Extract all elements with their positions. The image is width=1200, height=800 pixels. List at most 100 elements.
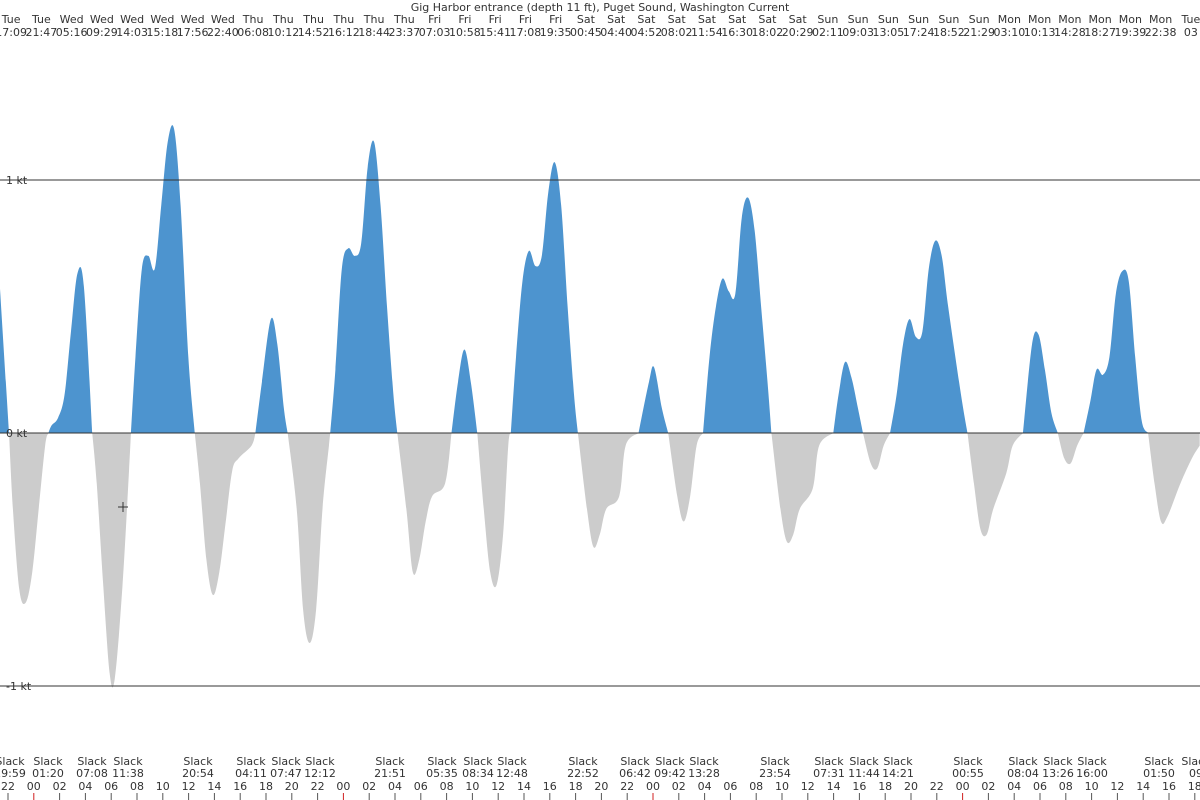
ebb-area [1057, 433, 1084, 465]
slack-label: Slack [1181, 755, 1200, 768]
slack-time: 07:31 [813, 767, 845, 780]
hour-tick-label: 06 [1033, 780, 1047, 793]
slack-time: 12:48 [496, 767, 528, 780]
hour-tick-label: 12 [1110, 780, 1124, 793]
header-time-label: 07:03 [419, 26, 451, 39]
y-tick-label: 0 kt [6, 427, 28, 440]
ebb-area [194, 433, 256, 596]
header-time-label: 14:52 [298, 26, 330, 39]
header-day-label: Thu [363, 13, 385, 26]
header-day-label: Sun [848, 13, 869, 26]
hour-tick-label: 08 [440, 780, 454, 793]
hour-tick-label: 12 [182, 780, 196, 793]
hour-tick-label: 00 [27, 780, 41, 793]
header-day-label: Thu [242, 13, 264, 26]
hour-tick-label: 14 [1136, 780, 1150, 793]
header-time-label: 18:27 [1084, 26, 1116, 39]
slack-time: 04:11 [235, 767, 267, 780]
flood-area [130, 125, 195, 434]
hour-tick-label: 00 [956, 780, 970, 793]
header-day-label: Thu [333, 13, 355, 26]
slack-time: 20:54 [182, 767, 214, 780]
slack-label: Slack [0, 755, 25, 768]
slack-time: 19:59 [0, 767, 26, 780]
header-day-label: Wed [90, 13, 114, 26]
ebb-area [477, 433, 511, 588]
slack-label: Slack [271, 755, 301, 768]
header-time-label: 19:39 [1115, 26, 1147, 39]
header-time-label: 18:52 [933, 26, 965, 39]
hour-tick-label: 16 [233, 780, 247, 793]
header-time-label: 22:40 [207, 26, 239, 39]
header-day-label: Fri [458, 13, 471, 26]
hour-tick-label: 14 [827, 780, 841, 793]
slack-label: Slack [620, 755, 650, 768]
hour-tick-label: 04 [1007, 780, 1021, 793]
header-day-label: Sun [878, 13, 899, 26]
hour-ticks: 22 00 02 04 06 08 10 12 14 16 18 20 22 00 02 04 06 08 10 12… [1, 780, 1200, 800]
header-day-label: Sat [577, 13, 596, 26]
hour-tick-label: 16 [852, 780, 866, 793]
header-time-label: 17:24 [903, 26, 935, 39]
slack-label: Slack [1077, 755, 1107, 768]
hour-tick-label: 10 [1085, 780, 1099, 793]
hour-tick-label: 12 [491, 780, 505, 793]
header-day-label: Tue [1, 13, 21, 26]
header-day-label: Fri [519, 13, 532, 26]
slack-label: Slack [113, 755, 143, 768]
hour-tick-label: 02 [362, 780, 376, 793]
header-time-label: 17:08 [510, 26, 542, 39]
hour-tick-label: 02 [672, 780, 686, 793]
hour-tick-label: 08 [1059, 780, 1073, 793]
header-day-label: Sun [817, 13, 838, 26]
slack-time: 16:00 [1076, 767, 1108, 780]
slack-time: 07:08 [76, 767, 108, 780]
hour-tick-label: 20 [594, 780, 608, 793]
hour-tick-label: 20 [285, 780, 299, 793]
hour-tick-label: 02 [981, 780, 995, 793]
hour-tick-label: 10 [156, 780, 170, 793]
hour-tick-label: 22 [930, 780, 944, 793]
header-day-label: Sat [607, 13, 626, 26]
slack-time: 23:54 [759, 767, 791, 780]
ebb-area [967, 433, 1023, 537]
slack-time: 13:26 [1042, 767, 1074, 780]
header-time-label: 10:13 [1024, 26, 1056, 39]
header-day-label: Mon [1058, 13, 1081, 26]
slack-time: 11:38 [112, 767, 144, 780]
extrema-header: Tue17:09Tue21:47Wed05:16Wed09:29Wed14:03… [0, 13, 1200, 39]
header-time-label: 15:41 [479, 26, 511, 39]
header-time-label: 21:29 [963, 26, 995, 39]
flood-area [890, 240, 968, 433]
slack-label: Slack [183, 755, 213, 768]
y-tick-label: -1 kt [6, 680, 32, 693]
ebb-area [397, 433, 452, 575]
header-day-label: Sat [789, 13, 808, 26]
header-day-label: Mon [1119, 13, 1142, 26]
hour-tick-label: 22 [620, 780, 634, 793]
header-day-label: Sat [728, 13, 747, 26]
hour-tick-label: 04 [388, 780, 402, 793]
header-day-label: Sat [637, 13, 656, 26]
flood-area [0, 288, 10, 433]
ebb-area [577, 433, 639, 548]
header-day-label: Wed [60, 13, 84, 26]
header-day-label: Mon [1149, 13, 1172, 26]
header-time-label: 16:12 [328, 26, 360, 39]
hour-tick-label: 14 [207, 780, 221, 793]
header-day-label: Wed [120, 13, 144, 26]
header-time-label: 18:02 [752, 26, 784, 39]
slack-time: 11:44 [848, 767, 880, 780]
header-time-label: 15:18 [147, 26, 179, 39]
header-time-label: 14:03 [116, 26, 148, 39]
slack-label: Slack [33, 755, 63, 768]
slack-label: Slack [953, 755, 983, 768]
header-day-label: Mon [1089, 13, 1112, 26]
hour-tick-label: 00 [646, 780, 660, 793]
y-axis-labels: 1 kt 0 kt -1 kt [6, 174, 32, 693]
slack-time: 06:42 [619, 767, 651, 780]
hour-tick-label: 04 [698, 780, 712, 793]
ebb-area [9, 433, 49, 605]
hour-tick-label: 10 [775, 780, 789, 793]
